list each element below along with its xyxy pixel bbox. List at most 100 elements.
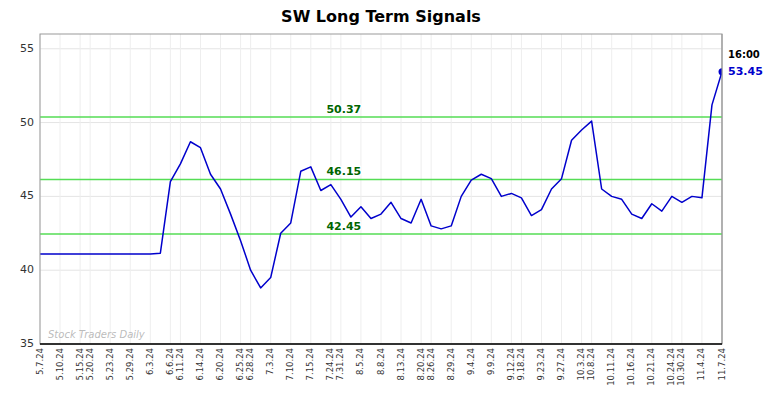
x-tick-label: 6.20.24: [215, 348, 225, 380]
y-tick-label: 45: [20, 189, 34, 202]
x-tick-label: 10.21.24: [646, 348, 656, 386]
grid-line-x: [310, 34, 311, 344]
line: [40, 72, 722, 288]
x-tick-label: 8.29.24: [446, 348, 456, 380]
x-tick-label: 10.16.24: [626, 348, 636, 386]
x-tick-label: 5.29.24: [125, 348, 135, 380]
last-point-marker: [719, 68, 723, 75]
y-tick-label: 35: [20, 337, 34, 350]
x-axis: 5.7.24 5.10.24 5.15.245.20.24 5.23.24 5.29.2…: [35, 348, 727, 386]
chart: 35 40 45 50 55 5.7.24 5.10.24 5.15.245.20.24 5.2…: [0, 0, 784, 398]
x-tick-label: 10.11.24: [606, 348, 616, 386]
x-tick-label: 6.25.24: [235, 348, 245, 380]
grid-line-x: [180, 34, 181, 344]
grid-line-x: [471, 34, 472, 344]
x-tick-label: 7.24.24: [325, 348, 335, 380]
grid-line-x: [611, 34, 612, 344]
x-tick-label: 10.24.24: [666, 348, 676, 386]
marks: [40, 68, 722, 288]
reference-line: [40, 116, 722, 118]
x-tick-label: 6.6.24: [165, 348, 175, 375]
x-tick-label: 10.3.24: [576, 348, 586, 380]
grid: [40, 34, 722, 344]
x-tick-label: 9.12.24: [506, 348, 516, 380]
grid-line-x: [401, 34, 402, 344]
x-tick-label: 6.28.24: [245, 348, 255, 380]
grid-line-x: [290, 34, 291, 344]
data-label: 53.45: [728, 65, 763, 78]
x-axis-line: [40, 343, 722, 345]
grid-line-x: [511, 34, 512, 344]
x-tick-label: 8.26.24: [426, 348, 436, 380]
x-tick-label: 9.9.24: [486, 348, 496, 375]
reference-label: 42.45: [326, 220, 361, 233]
grid-line-x: [270, 34, 271, 344]
grid-line-x: [521, 34, 522, 344]
grid-line-x: [381, 34, 382, 344]
grid-line-x: [360, 34, 361, 344]
x-tick-label: 7.10.24: [285, 348, 295, 380]
grid-line-x: [541, 34, 542, 344]
grid-line-x: [681, 34, 682, 344]
x-tick-label: 5.15.24: [75, 348, 85, 380]
x-tick-label: 8.13.24: [396, 348, 406, 380]
y-tick-label: 55: [20, 42, 34, 55]
x-tick-label: 9.18.24: [516, 348, 526, 380]
grid-line-x: [581, 34, 582, 344]
x-tick-label: 8.8.24: [376, 348, 386, 375]
x-tick-label: 10.30.24: [676, 348, 686, 386]
x-tick-label: 5.7.24: [35, 348, 45, 375]
grid-line-x: [130, 34, 131, 344]
x-tick-label: 11.7.24: [717, 348, 727, 380]
x-tick-label: 9.23.24: [536, 348, 546, 380]
grid-line-x: [591, 34, 592, 344]
annotation: 16:00: [728, 49, 760, 60]
x-tick-label: 9.4.24: [466, 348, 476, 375]
grid-line-x: [421, 34, 422, 344]
reference-label: 46.15: [326, 165, 361, 178]
x-tick-label: 5.23.24: [105, 348, 115, 380]
reference-line: [40, 179, 722, 181]
grid-line-x: [200, 34, 201, 344]
grid-line-x: [671, 34, 672, 344]
x-tick-label: 7.15.24: [305, 348, 315, 380]
grid-line-x: [60, 34, 61, 344]
plot-area: [40, 34, 722, 344]
x-tick-label: 7.3.24: [265, 348, 275, 375]
title: SW Long Term Signals: [281, 7, 481, 26]
grid-line-x: [90, 34, 91, 344]
grid-line-x: [491, 34, 492, 344]
x-tick-label: 9.27.24: [556, 348, 566, 380]
grid-line-x: [451, 34, 452, 344]
grid-line-x: [340, 34, 341, 344]
y-tick-label: 40: [20, 263, 34, 276]
x-tick-label: 6.14.24: [195, 348, 205, 380]
grid-line-x: [240, 34, 241, 344]
x-tick-label: 8.20.24: [416, 348, 426, 380]
y-axis: 35 40 45 50 55: [20, 42, 34, 350]
y-tick-label: 50: [20, 116, 34, 129]
reference-labels: 42.45 46.15 50.37: [326, 103, 361, 233]
reference-line: [40, 233, 722, 235]
x-tick-label: 7.31.24: [335, 348, 345, 380]
grid-line-x: [561, 34, 562, 344]
reference-label: 50.37: [326, 103, 361, 116]
x-tick-label: 8.5.24: [355, 348, 365, 375]
grid-line-x: [110, 34, 111, 344]
grid-line-x: [651, 34, 652, 344]
grid-line-x: [80, 34, 81, 344]
x-tick-label: 5.10.24: [55, 348, 65, 380]
grid-line-x: [150, 34, 151, 344]
grid-line-x: [631, 34, 632, 344]
grid-line-x: [431, 34, 432, 344]
grid-line-x: [250, 34, 251, 344]
grid-line-x: [330, 34, 331, 344]
x-tick-label: 11.4.24: [696, 348, 706, 380]
x-tick-label: 5.20.24: [85, 348, 95, 380]
x-tick-label: 6.3.24: [145, 348, 155, 375]
watermark: Stock Traders Daily: [48, 329, 146, 340]
x-tick-label: 10.8.24: [586, 348, 596, 380]
x-tick-label: 6.11.24: [175, 348, 185, 380]
grid-line-y: [40, 344, 722, 345]
frame: [40, 34, 722, 344]
